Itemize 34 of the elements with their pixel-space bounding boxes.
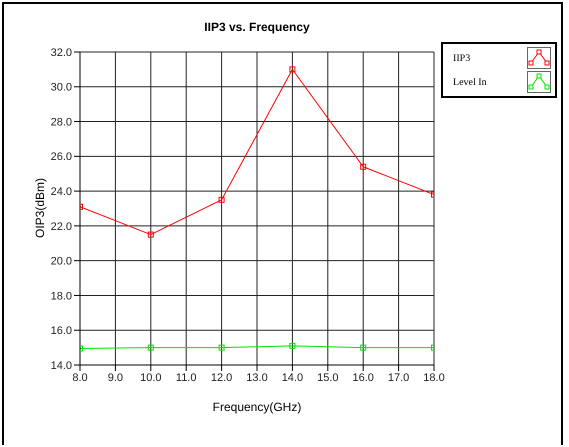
x-tick-label: 12.0 — [210, 372, 232, 384]
x-tick-label: 14.0 — [282, 372, 304, 384]
text: Level In — [452, 76, 487, 88]
point — [148, 344, 154, 351]
x-tick-label: 15.0 — [317, 372, 339, 384]
x-tick-label: 9.0 — [108, 372, 124, 384]
x-tick-label: 8.0 — [72, 372, 88, 384]
y-tick-label: 32.0 — [50, 46, 72, 59]
text: IIP3 — [452, 52, 470, 64]
y-tick-label: 22.0 — [50, 220, 72, 233]
point — [218, 196, 225, 203]
point — [148, 232, 154, 238]
y-tick-label: 28.0 — [50, 116, 72, 128]
y-tick-label: 14.0 — [50, 360, 72, 372]
x-tick-label: 18.0 — [423, 372, 445, 384]
y-tick-label: 26.0 — [50, 151, 72, 164]
y-tick-label: 16.0 — [50, 325, 72, 338]
x-tick-label: 13.0 — [246, 372, 268, 384]
x-tick-label: 16.0 — [352, 372, 374, 384]
x-tick-label: 17.0 — [388, 372, 410, 384]
y-tick-label: 30.0 — [50, 82, 72, 94]
y-tick-label: 18.0 — [50, 290, 72, 302]
point — [289, 66, 296, 72]
point — [360, 344, 366, 351]
y-tick-label: 20.0 — [50, 256, 72, 268]
point — [218, 344, 225, 351]
y-tick-label: 24.0 — [50, 186, 72, 198]
x-tick-label: 10.0 — [140, 372, 162, 384]
x-axis-title: Frequency(GHz) — [212, 400, 302, 414]
point — [360, 164, 366, 170]
chart-title: IIP3 vs. Frequency — [203, 20, 311, 34]
point — [289, 342, 296, 349]
x-tick-label: 11.0 — [176, 372, 196, 384]
y-axis-title: OIP3(dBm) — [33, 178, 47, 238]
